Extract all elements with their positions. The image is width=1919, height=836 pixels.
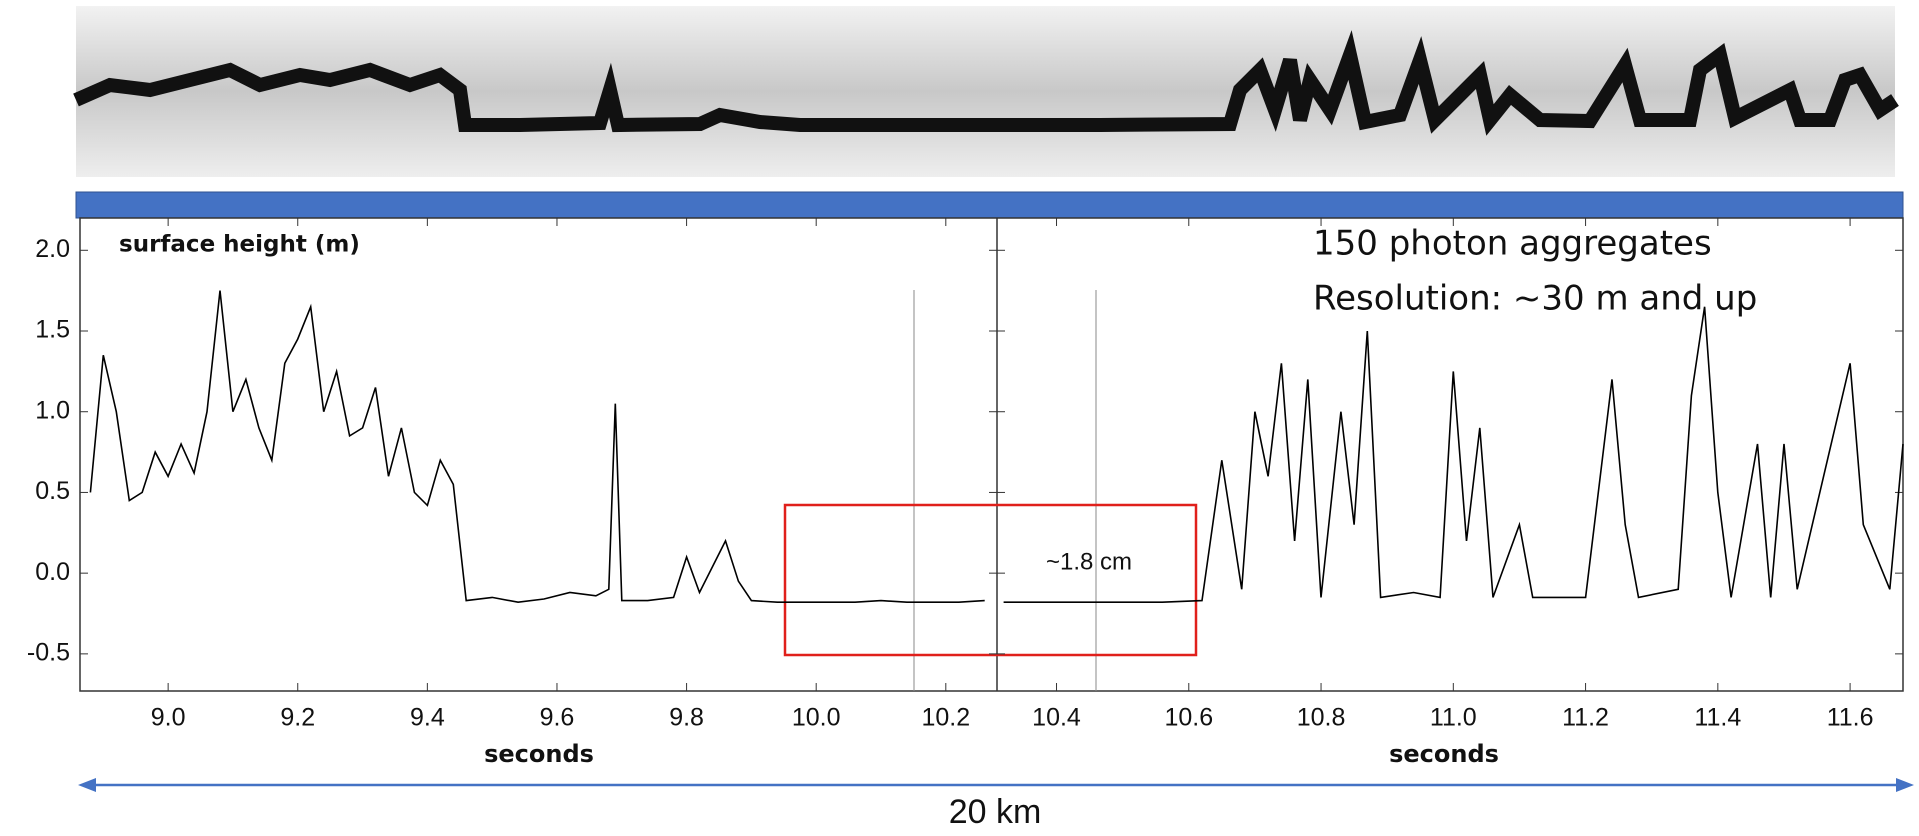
scale-arrow — [78, 778, 1914, 792]
x-tick-label: 9.8 — [669, 704, 704, 732]
y-tick-label: -0.5 — [27, 638, 70, 666]
highlight-box — [783, 503, 1198, 657]
x-tick-label: 11.6 — [1827, 704, 1874, 732]
data-line — [1003, 306, 1904, 603]
photon-band — [73, 30, 1899, 136]
annotation: 150 photon aggregates — [1313, 224, 1712, 264]
y-tick-label: 0.5 — [35, 477, 70, 505]
x-tick-label: 10.4 — [1032, 704, 1081, 732]
arrow-head — [78, 778, 96, 792]
scale-label: 20 km — [949, 793, 1042, 831]
x-tick-label: 9.0 — [151, 704, 186, 732]
x-tick-label: 9.4 — [410, 704, 445, 732]
x-tick-label: 9.2 — [280, 704, 315, 732]
arrow-head — [1896, 778, 1914, 792]
annotation: ~1.8 cm — [1046, 548, 1132, 575]
photon-image — [73, 6, 1899, 177]
x-tick-label: 11.0 — [1430, 704, 1477, 732]
y-axis-label: surface height (m) — [119, 232, 360, 258]
data-line — [89, 290, 985, 604]
y-tick-label: 1.5 — [35, 316, 70, 344]
y-tick-label: 2.0 — [35, 235, 70, 263]
y-tick-label: 0.0 — [35, 558, 70, 586]
photon-background — [76, 6, 1895, 177]
x-tick-label: 11.4 — [1694, 704, 1741, 732]
x-tick-label: 10.2 — [921, 704, 970, 732]
y-tick-label: 1.0 — [35, 396, 70, 424]
x-tick-label: 10.8 — [1297, 704, 1346, 732]
x-tick-label: 10.0 — [792, 704, 841, 732]
x-axis-label: seconds — [1389, 740, 1499, 768]
blue-bar — [75, 191, 1904, 219]
x-tick-label: 10.6 — [1164, 704, 1213, 732]
x-tick-label: 9.6 — [540, 704, 575, 732]
annotation: Resolution: ~30 m and up — [1313, 279, 1757, 319]
x-axis-label: seconds — [484, 740, 594, 768]
x-tick-label: 11.2 — [1562, 704, 1609, 732]
plot-frame — [79, 217, 1904, 692]
